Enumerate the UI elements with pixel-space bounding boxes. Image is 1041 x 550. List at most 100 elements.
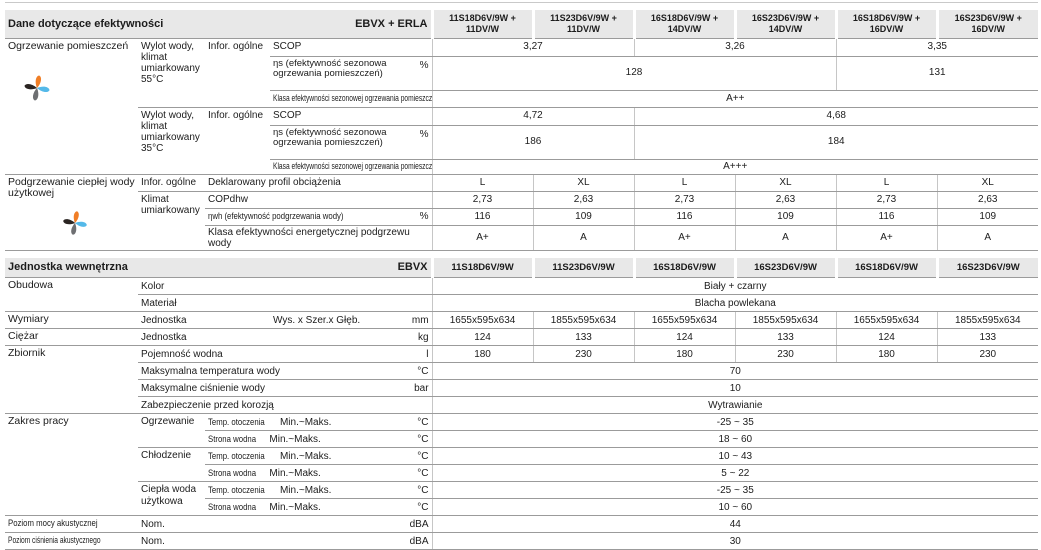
value-cell: 124 [835, 328, 938, 347]
table-row: Wylot wody, klimat umiarkowany 35°C Info… [5, 107, 1038, 175]
param-label-unit-assembly: Jednostka [138, 328, 398, 347]
value-cell: 4,72 [431, 107, 634, 126]
table-row: Maksymalne ciśnienie wody bar 10 [5, 379, 1039, 398]
row-label-water-outlet-35: Wylot wody, klimat umiarkowany 35°C [138, 107, 205, 175]
value-cell: 184 [633, 125, 1038, 160]
param-label-nominal: Nom. [138, 515, 398, 534]
param-label-scop: SCOP [270, 107, 398, 126]
value-cell: 1655x595x634 [431, 311, 534, 330]
unit-label: % [398, 56, 432, 91]
unit-label: % [398, 125, 432, 160]
value-cell: 3,26 [633, 38, 836, 57]
value-cell: 180 [431, 345, 534, 364]
section-header: Dane dotyczące efektywności EBVX + ERLA [5, 10, 432, 39]
param-label-load-profile: Deklarowany profil obciążenia [205, 174, 432, 192]
value-cell: 230 [936, 345, 1039, 364]
table-row: Klimat umiarkowany COPdhw 2,73 2,63 2,73… [5, 191, 1038, 251]
param-label-seasonal-class: Klasa efektywności sezonowej ogrzewania … [270, 159, 432, 175]
row-label-weight: Ciężar [5, 328, 138, 347]
value-cell: 186 [431, 125, 634, 160]
model-range-label: EBVX [397, 261, 428, 274]
column-header: 11S18D6V/9W [430, 257, 534, 279]
row-label-heating-mode: Ogrzewanie [138, 413, 205, 449]
param-label-max-water-temp: Maksymalna temperatura wody [138, 362, 398, 381]
value-cell: 2,63 [532, 191, 634, 209]
section-header: Jednostka wewnętrzna EBVX [5, 257, 433, 279]
unit-label: °C [398, 413, 433, 432]
table-row: Zabezpieczenie przed korozją Wytrawianie [5, 396, 1039, 415]
unit-label: dBA [398, 532, 433, 550]
value-cell: 116 [835, 208, 937, 226]
row-label-space-heating: Ogrzewanie pomieszczeń [5, 38, 138, 175]
top-divider [5, 2, 1038, 3]
value-cell: A+ [431, 225, 533, 251]
row-label-casing: Obudowa [5, 277, 138, 313]
value-cell: L [633, 174, 735, 192]
table-row: Dane dotyczące efektywności EBVX + ERLA … [5, 10, 1038, 39]
value-cell: 124 [431, 328, 534, 347]
unit-label: mm [398, 311, 433, 330]
value-cell: 3,27 [431, 38, 634, 57]
value-cell: 109 [734, 208, 836, 226]
table-row: Klasa efektywności sezonowej ogrzewania … [5, 159, 1038, 175]
value-cell: 124 [633, 328, 736, 347]
unit-label: °C [398, 498, 433, 517]
unit-label: °C [398, 447, 433, 466]
value-cell: 44 [431, 515, 1039, 534]
param-label-color: Kolor [138, 277, 433, 296]
unit-label: l [398, 345, 433, 364]
column-header: 16S23D6V/9W + 16DV/W [935, 10, 1038, 39]
table-row: Ciepła woda użytkowa Temp. otoczenia Min… [5, 481, 1039, 517]
param-label-water-side: Strona wodna Min.~Maks. [205, 498, 398, 517]
param-label-scop: SCOP [270, 38, 398, 57]
table-row: Obudowa Kolor Biały + czarny [5, 277, 1039, 313]
section-title: Dane dotyczące efektywności [8, 17, 164, 30]
table-row: Klasa efektywności energetycznej podgrze… [5, 225, 1038, 251]
value-cell: 10 ~ 60 [431, 498, 1039, 517]
value-cell: 109 [936, 208, 1038, 226]
value-cell: 109 [532, 208, 634, 226]
param-label-nominal: Nom. [138, 532, 398, 550]
table-row: Ciężar Jednostka kg 124 133 124 133 124 … [5, 328, 1039, 347]
value-cell: A [532, 225, 634, 251]
value-cell: Wytrawianie [431, 396, 1039, 415]
column-header: 16S23D6V/9W [733, 257, 837, 279]
value-cell: 230 [532, 345, 635, 364]
table-row: ηs (efektywność sezonowa ogrzewania pomi… [5, 56, 1038, 91]
value-cell: 70 [431, 362, 1039, 381]
unit-label: dBA [398, 515, 433, 534]
value-cell: XL [532, 174, 634, 192]
column-header: 16S18D6V/9W [632, 257, 736, 279]
value-cell: 10 [431, 379, 1039, 398]
value-cell: 131 [835, 56, 1038, 91]
value-cell: XL [734, 174, 836, 192]
value-cell: 2,73 [431, 191, 533, 209]
table-row: Zbiornik Pojemność wodna l 180 230 180 2… [5, 345, 1039, 415]
hot-water-icon [63, 211, 87, 235]
table-row: Wymiary Jednostka Wys. x Szer.x Głęb. mm… [5, 311, 1039, 330]
value-cell: 116 [633, 208, 735, 226]
value-cell: 3,35 [835, 38, 1038, 57]
value-cell: 1855x595x634 [734, 311, 837, 330]
unit-label [398, 107, 432, 126]
value-cell: 133 [734, 328, 837, 347]
row-label-general-info: Infor. ogólne [205, 107, 270, 175]
table-row: Podgrzewanie ciepłej wody użytkowej Info… [5, 174, 1038, 251]
value-cell: 4,68 [633, 107, 1038, 126]
param-label-ambient-temp: Temp. otoczenia Min.~Maks. [205, 481, 398, 500]
value-cell: -25 ~ 35 [431, 481, 1039, 500]
value-cell: 116 [431, 208, 533, 226]
value-cell: 1655x595x634 [835, 311, 938, 330]
row-label-dhw: Podgrzewanie ciepłej wody użytkowej [5, 174, 138, 251]
unit-label [398, 38, 432, 57]
section-gap [5, 251, 1041, 258]
value-cell: 2,73 [633, 191, 735, 209]
value-cell: A+ [633, 225, 735, 251]
table-row: Jednostka wewnętrzna EBVX 11S18D6V/9W 11… [5, 257, 1039, 279]
value-cell: -25 ~ 35 [431, 413, 1039, 432]
param-label-max-water-pressure: Maksymalne ciśnienie wody [138, 379, 398, 398]
value-cell: Blacha powlekana [431, 294, 1039, 313]
column-header: 16S23D6V/9W + 14DV/W [733, 10, 836, 39]
table-row: Ogrzewanie pomieszczeń Wylot wody, klima… [5, 38, 1038, 175]
value-cell: 1855x595x634 [936, 311, 1039, 330]
